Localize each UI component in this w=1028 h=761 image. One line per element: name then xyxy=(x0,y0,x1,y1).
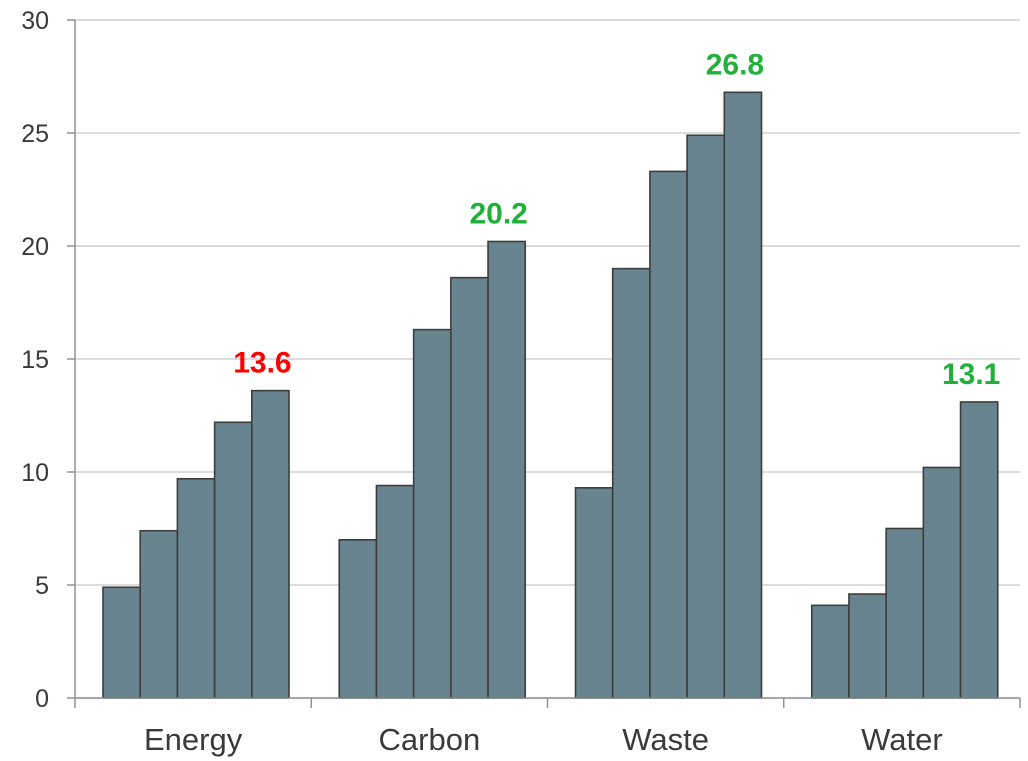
x-tick-label: Carbon xyxy=(379,722,481,757)
bar xyxy=(375,484,415,699)
y-tick-label: 30 xyxy=(21,7,49,35)
data-label: 13.1 xyxy=(942,358,1000,391)
bar xyxy=(922,466,962,699)
x-tick-label: Energy xyxy=(144,722,243,757)
labels: Energy 13.6 Carbon 20.2 Waste 26.8 Water 13.1 xyxy=(144,48,1000,757)
data-label: 13.6 xyxy=(233,347,291,380)
bar xyxy=(176,477,216,699)
axes: 0 5 10 15 20 25 30 xyxy=(21,7,1021,713)
bar xyxy=(611,267,651,699)
y-tick-label: 25 xyxy=(21,120,49,148)
x-tick-label: Water xyxy=(861,722,943,757)
bar xyxy=(810,604,850,699)
bar xyxy=(649,170,688,699)
bar xyxy=(412,328,452,699)
bar xyxy=(102,586,142,699)
bar xyxy=(450,276,489,699)
data-label: 26.8 xyxy=(706,48,764,81)
x-tick-label: Waste xyxy=(622,722,709,757)
bar xyxy=(574,487,614,699)
bar xyxy=(848,593,887,699)
bar xyxy=(686,134,726,699)
bar xyxy=(139,529,179,699)
bar xyxy=(338,538,378,699)
bar xyxy=(213,421,253,699)
y-tick-label: 5 xyxy=(35,572,49,600)
data-label: 20.2 xyxy=(469,197,527,230)
y-tick-label: 15 xyxy=(21,346,49,374)
y-tick-label: 20 xyxy=(21,233,49,261)
y-tick-label: 0 xyxy=(35,685,49,713)
bars xyxy=(102,91,999,699)
bar xyxy=(723,91,763,699)
bar xyxy=(885,527,925,699)
bar xyxy=(251,389,290,699)
bar xyxy=(487,240,527,699)
bar xyxy=(959,401,999,699)
y-tick-label: 10 xyxy=(21,459,49,487)
